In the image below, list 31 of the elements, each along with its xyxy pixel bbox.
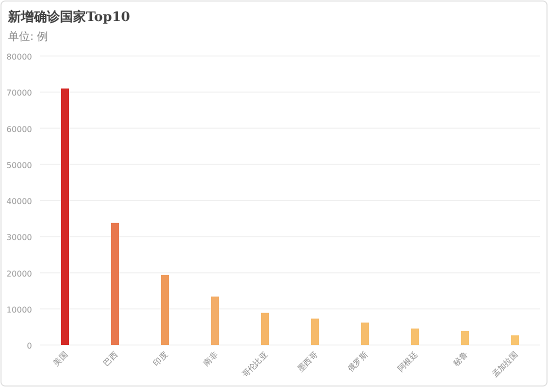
x-tick-label: 俄罗斯	[346, 350, 370, 374]
bar	[261, 312, 269, 345]
bar	[211, 296, 219, 345]
bar	[361, 322, 369, 345]
y-tick-label: 50000	[6, 160, 32, 170]
y-tick-label: 10000	[6, 305, 32, 314]
y-tick-label: 70000	[6, 88, 32, 98]
chart-subtitle: 单位: 例	[8, 30, 48, 43]
bar	[511, 335, 519, 345]
x-tick-label: 秘鲁	[452, 350, 470, 368]
y-tick-label: 40000	[6, 197, 32, 206]
bar	[161, 274, 169, 345]
y-tick-label: 80000	[6, 52, 32, 62]
bar	[61, 88, 69, 345]
chart-title: 新增确诊国家Top10	[7, 9, 130, 25]
x-tick-label: 墨西哥	[296, 350, 320, 374]
x-tick-label: 阿根廷	[396, 350, 420, 374]
bar	[461, 330, 469, 345]
y-tick-label: 30000	[6, 233, 32, 242]
bar	[111, 222, 119, 345]
bar	[411, 328, 419, 345]
x-tick-label: 南非	[202, 350, 220, 368]
x-tick-label: 巴西	[102, 350, 120, 368]
bar	[311, 318, 319, 345]
y-tick-label: 0	[26, 342, 32, 350]
y-tick-label: 60000	[6, 124, 32, 134]
x-tick-label: 印度	[152, 350, 170, 368]
x-tick-label: 哥伦比亚	[240, 350, 270, 380]
x-tick-label: 美国	[52, 350, 70, 368]
x-tick-label: 孟加拉国	[490, 350, 520, 380]
y-tick-label: 20000	[6, 269, 32, 278]
